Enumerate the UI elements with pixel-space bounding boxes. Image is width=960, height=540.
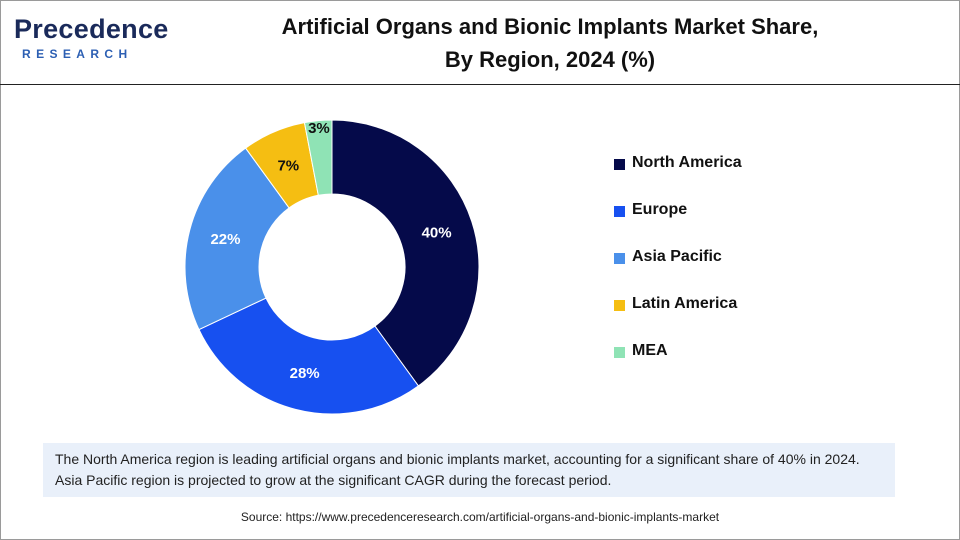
header: Precedence RESEARCH Artificial Organs an… [0,0,960,85]
legend-item: North America [614,154,742,201]
slice-value-label: 40% [422,225,452,242]
legend-label: North America [632,154,742,171]
donut-chart: 40% 28% 22% 7% 3% [184,119,480,415]
summary-note: The North America region is leading arti… [43,443,895,497]
legend-label: MEA [632,342,668,359]
legend-label: Asia Pacific [632,248,722,265]
slice-value-label: 22% [210,231,240,248]
legend-label: Latin America [632,295,738,312]
brand-logo: Precedence RESEARCH [14,14,168,66]
legend-swatch [614,253,625,264]
donut-slice-europe [198,297,420,415]
donut-slice-north-america [331,119,480,387]
source-citation: Source: https://www.precedenceresearch.c… [240,510,720,524]
legend-item: Europe [614,201,742,248]
donut-slice-asia-pacific [184,147,290,331]
chart-legend: North America Europe Asia Pacific Latin Ame… [614,154,742,389]
legend-swatch [614,159,625,170]
slice-value-label: 3% [308,120,330,137]
legend-item: Latin America [614,295,742,342]
slice-value-label: 7% [277,158,299,175]
title-line-1: Artificial Organs and Bionic Implants Ma… [281,14,819,39]
legend-item: Asia Pacific [614,248,742,295]
donut-slice-mea [303,119,333,196]
logo-main-text: Precedence [14,14,169,44]
legend-swatch [614,300,625,311]
legend-label: Europe [632,201,688,218]
legend-item: MEA [614,342,742,389]
legend-swatch [614,206,625,217]
legend-swatch [614,347,625,358]
slice-value-label: 28% [290,365,320,382]
logo-sub-text: RESEARCH [22,47,133,61]
chart-title: Artificial Organs and Bionic Implants Ma… [190,10,910,76]
title-line-2: By Region, 2024 (%) [444,47,656,72]
